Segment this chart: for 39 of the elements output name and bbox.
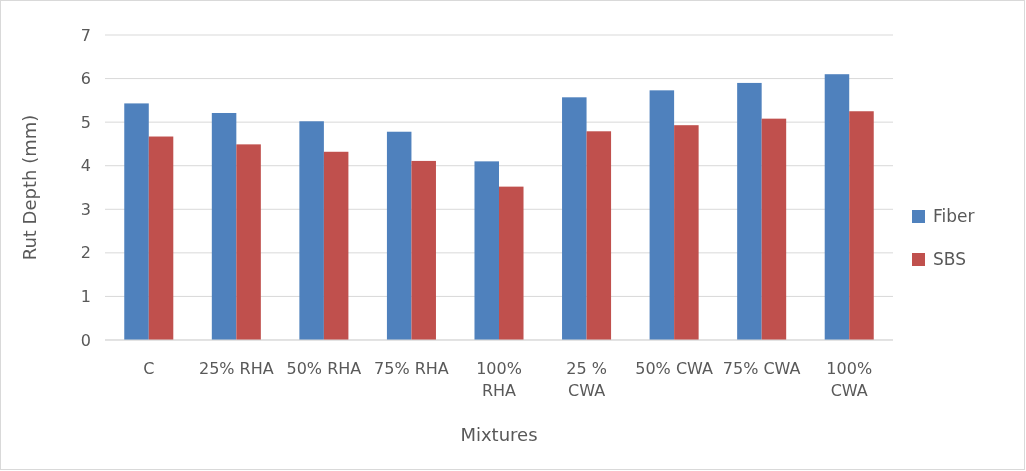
y-tick-label: 7 [80, 25, 91, 45]
bar [474, 161, 499, 340]
x-tick-label: 50% CWA [635, 359, 714, 378]
bar [211, 112, 237, 340]
bar [649, 90, 675, 340]
y-tick-label: 1 [80, 287, 91, 307]
bar [299, 121, 324, 340]
bar [761, 118, 787, 340]
bar [499, 186, 524, 340]
bar [323, 151, 349, 340]
x-tick-label: 50% RHA [286, 359, 362, 378]
bar [824, 74, 850, 340]
legend-label: SBS [933, 249, 966, 269]
x-tick-label: 75% CWA [722, 359, 801, 378]
y-tick-label: 2 [80, 243, 91, 263]
x-tick-label: 25 % CWA [566, 359, 607, 400]
bar [236, 144, 261, 340]
y-tick-label: 6 [80, 69, 91, 89]
x-axis-title: Mixtures [460, 424, 538, 445]
x-tick-label: 100% RHA [476, 359, 522, 400]
bar [148, 136, 174, 340]
y-axis-title: Rut Depth (mm) [19, 114, 40, 261]
bar [562, 97, 587, 340]
x-tick-label: C [143, 359, 155, 378]
bar [386, 131, 412, 340]
y-tick-label: 3 [80, 199, 91, 219]
x-tick-label: 25% RHA [198, 359, 274, 378]
bar [411, 160, 436, 340]
y-tick-label: 5 [80, 112, 91, 132]
bar [586, 131, 612, 340]
bar [674, 125, 699, 340]
legend-label: Fiber [933, 206, 975, 226]
y-tick-label: 0 [80, 330, 91, 350]
bar [849, 111, 874, 340]
y-tick-label: 4 [80, 156, 91, 176]
bar [737, 82, 762, 340]
x-tick-label: 100% CWA [826, 359, 873, 400]
bar [124, 103, 149, 340]
x-tick-label: 75% RHA [374, 359, 449, 378]
